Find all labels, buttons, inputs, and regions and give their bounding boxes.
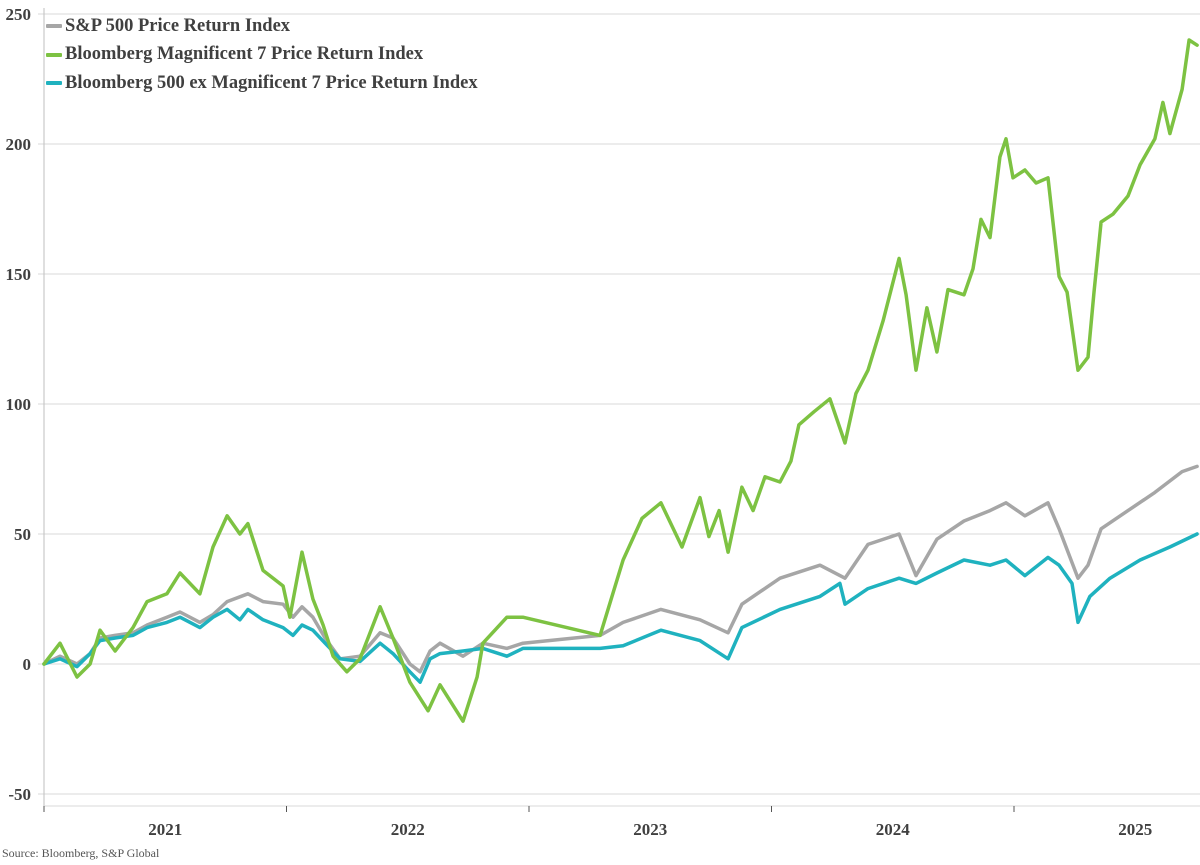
y-tick-label: 250 — [6, 5, 32, 24]
legend-item-sp500: S&P 500 Price Return Index — [46, 12, 478, 41]
legend-label-sp500: S&P 500 Price Return Index — [65, 15, 291, 36]
y-tick-label: 50 — [14, 525, 31, 544]
x-tick-label: 2024 — [876, 820, 911, 839]
y-tick-label: -50 — [8, 785, 31, 804]
y-tick-label: 200 — [6, 135, 32, 154]
legend-swatch-mag7 — [46, 52, 62, 57]
source-note: Source: Bloomberg, S&P Global — [2, 846, 160, 860]
gridlines — [38, 13, 1200, 795]
y-tick-label: 100 — [6, 395, 32, 414]
y-tick-label: 0 — [23, 655, 32, 674]
series-line-mag7 — [42, 38, 1199, 723]
x-axis-labels: 2021 2022 2023 2024 2025 — [148, 820, 1152, 839]
legend-item-mag7: Bloomberg Magnificent 7 Price Return Ind… — [46, 41, 478, 70]
legend-item-ex-mag7: Bloomberg 500 ex Magnificent 7 Price Ret… — [46, 69, 478, 98]
y-tick-label: 150 — [6, 265, 32, 284]
x-tick-label: 2025 — [1118, 820, 1152, 839]
legend: S&P 500 Price Return Index Bloomberg Mag… — [46, 12, 478, 98]
axes — [43, 8, 1200, 812]
legend-label-ex-mag7: Bloomberg 500 ex Magnificent 7 Price Ret… — [65, 72, 478, 93]
x-tick-label: 2022 — [391, 820, 425, 839]
legend-swatch-ex-mag7 — [46, 81, 62, 86]
series-line-ex-mag7 — [42, 532, 1199, 684]
legend-swatch-sp500 — [46, 24, 62, 29]
y-axis-labels: -50 0 50 100 150 200 250 — [6, 5, 32, 804]
legend-label-mag7: Bloomberg Magnificent 7 Price Return Ind… — [65, 44, 424, 65]
x-tick-label: 2021 — [148, 820, 182, 839]
series-lines — [42, 38, 1199, 723]
x-tick-label: 2023 — [633, 820, 667, 839]
